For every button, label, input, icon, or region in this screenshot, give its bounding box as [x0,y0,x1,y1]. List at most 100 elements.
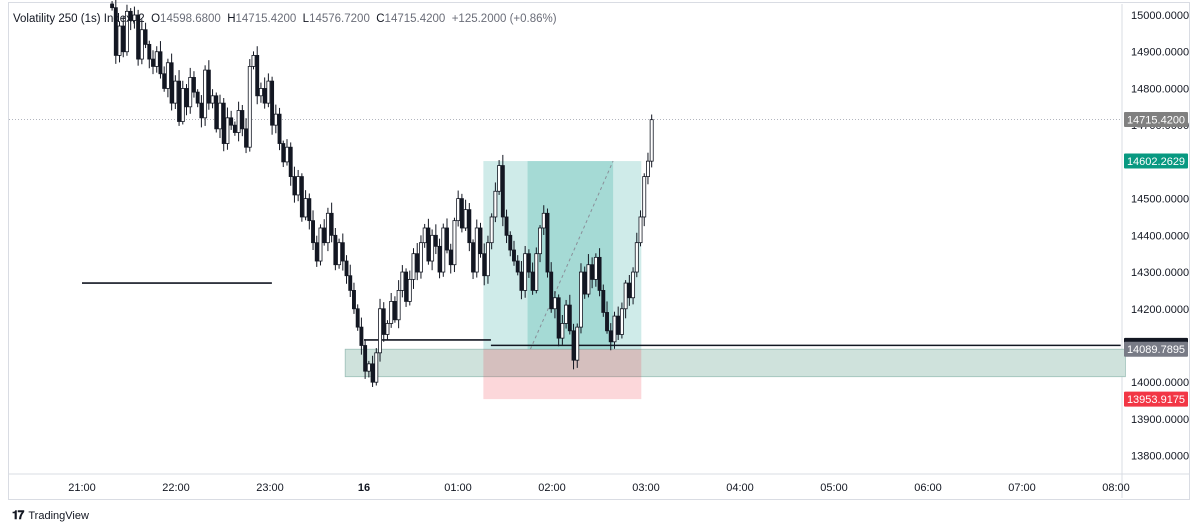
candle [567,294,572,335]
symbol-name[interactable]: Volatility 250 (1s) Index [13,13,132,25]
candle-body-down [404,271,409,302]
candle [240,104,245,137]
candle-body-down [363,345,368,372]
candle-body-down [545,212,550,273]
candle [549,262,554,313]
candle-body-up [173,80,178,104]
candle [646,152,650,185]
candle [165,58,170,98]
candle-body-down [221,102,226,144]
candle [612,311,617,349]
candle-body-down [240,110,245,130]
candle [136,9,141,66]
candle [292,166,297,203]
candle-body-down [199,102,204,119]
candle [538,225,542,263]
candle-body-up [441,227,446,273]
candle [608,323,613,351]
open-value: 14598.6800 [160,13,221,25]
candle-body-up [579,271,583,328]
candle [519,261,524,300]
candle [355,304,360,331]
candle [184,84,189,116]
candle [530,262,535,295]
candle-body-up [188,77,193,108]
y-tick-label: 14800.0000 [1131,83,1189,95]
candle-body-down [445,227,449,251]
candle [508,231,513,257]
candle [221,98,226,152]
candle [497,160,502,195]
candle-body-up [452,220,457,266]
candle-body-up [266,80,271,104]
candle-body-down [158,51,163,75]
tradingview-brand[interactable]: 𝟏𝟕 TradingView [12,508,89,523]
candle-body-up [225,117,230,144]
candle-body-down [121,25,126,53]
candle-body-down [128,10,133,21]
candle-body-down [482,253,487,277]
candle [374,348,379,386]
candle [329,202,334,243]
candle [526,249,531,278]
candle [419,235,423,279]
candle-body-down [299,176,304,218]
candle [459,193,464,233]
candle-body-down [311,220,315,244]
candle [504,209,509,244]
candle [199,95,204,128]
candle-body-up [203,69,208,119]
candle [143,22,148,49]
interval-label[interactable]: 2 [138,13,145,25]
candle [467,203,472,252]
candle-body-up [125,10,129,53]
candle-body-up [258,88,263,97]
candle [162,66,167,92]
candle-body-up [296,176,301,196]
x-tick-label: 01:00 [444,482,472,494]
candle-body-up [564,304,569,324]
candle-body-up [419,242,423,273]
candle [575,323,580,368]
position-path-line [529,160,614,350]
candle [534,247,539,294]
x-tick-label: 21:00 [68,482,96,494]
y-tick-label: 15000.0000 [1131,10,1189,22]
candle-body-down [519,271,524,291]
candle-body-down [556,297,561,339]
candle [113,0,118,64]
candle-body-up [612,315,617,343]
candle-body-down [392,301,397,321]
candle [634,232,639,278]
candle-body-up [247,66,252,148]
candle [411,248,416,289]
candle-body-up [374,352,379,383]
candle-body-up [497,165,502,192]
x-tick-label: 08:00 [1102,482,1130,494]
candle [556,294,561,347]
candle-body-up [385,323,390,335]
candle [441,223,446,277]
candle [415,243,420,281]
candle-body-up [400,271,405,291]
candle [407,270,412,306]
candle [206,60,211,110]
candle-body-down [616,315,621,335]
candle [638,210,643,247]
candle-body-down [177,80,182,122]
x-tick-label: 04:00 [726,482,754,494]
candle [236,101,241,142]
candle-body-up [474,227,479,273]
candle-body-up [318,227,323,262]
candle-body-up [411,253,416,280]
candle [303,190,308,221]
price-tag-bg [1124,153,1188,169]
candle [422,223,427,248]
candle-body-up [422,227,427,244]
candle-body-down [512,249,516,262]
candle-body-down [195,91,200,104]
x-tick-label: 23:00 [256,482,284,494]
candle [318,224,323,266]
candle-body-down [426,227,431,262]
